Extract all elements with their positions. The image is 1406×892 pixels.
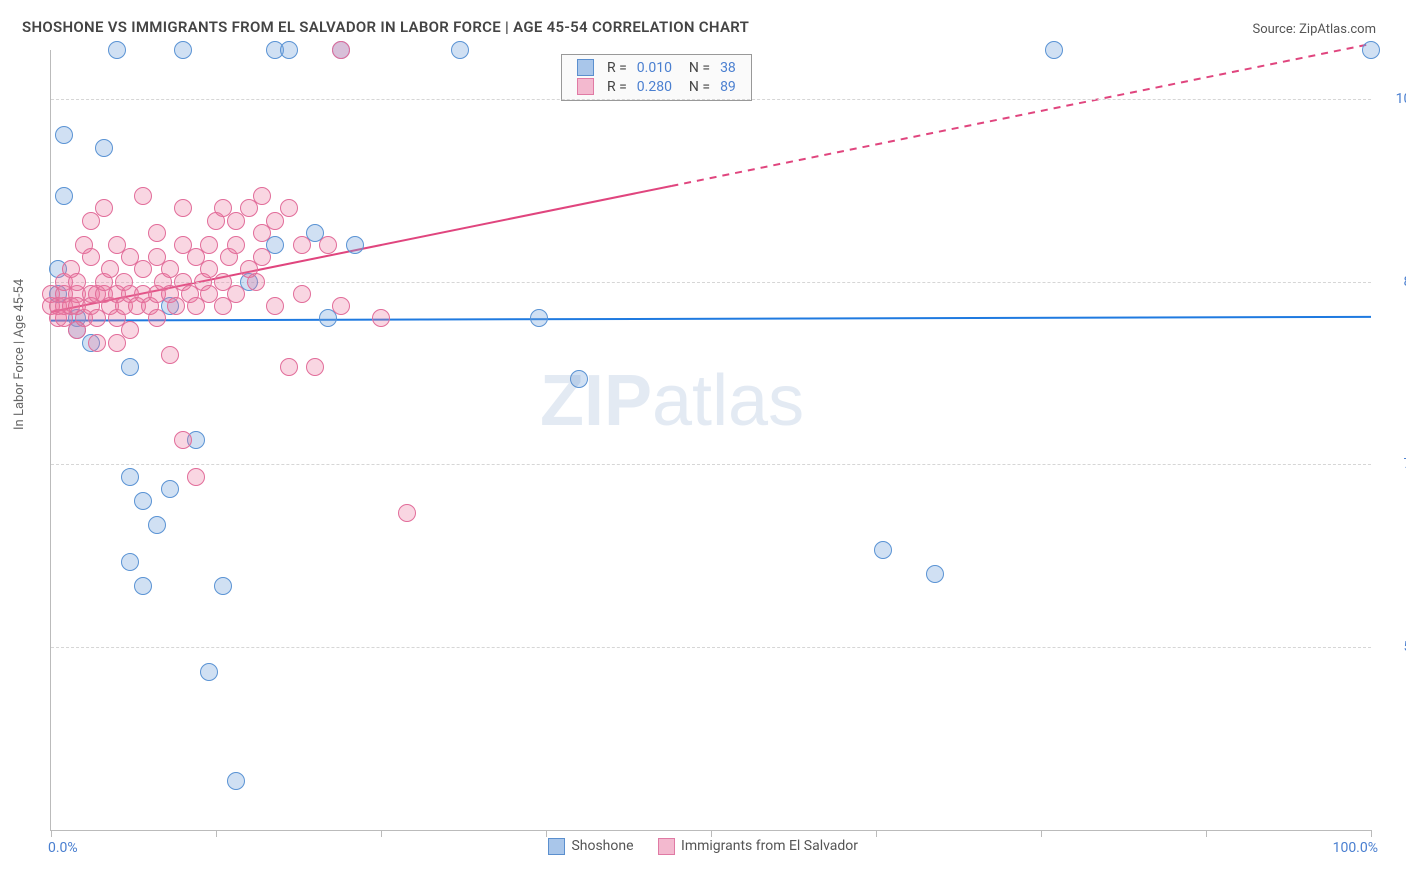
data-point <box>95 199 113 217</box>
legend-r-label: R = <box>602 58 632 77</box>
gridline <box>51 464 1371 465</box>
y-axis-label: In Labor Force | Age 45-54 <box>12 279 27 430</box>
data-point <box>174 199 192 217</box>
legend-swatch <box>658 838 675 855</box>
source-credit: Source: ZipAtlas.com <box>1252 22 1376 37</box>
gridline <box>51 99 1371 100</box>
data-point <box>82 248 100 266</box>
data-point <box>306 358 324 376</box>
x-tick-mark <box>381 830 382 837</box>
data-point <box>148 309 166 327</box>
data-point <box>134 577 152 595</box>
data-point <box>55 126 73 144</box>
data-point <box>280 41 298 59</box>
data-point <box>293 285 311 303</box>
data-point <box>161 346 179 364</box>
legend-label: Shoshone <box>571 838 633 854</box>
data-point <box>227 236 245 254</box>
legend-r-value: 0.280 <box>632 77 677 96</box>
trend-line <box>51 317 1371 321</box>
series-legend: Shoshone Immigrants from El Salvador <box>0 838 1406 855</box>
legend-label: Immigrants from El Salvador <box>681 838 858 854</box>
legend-n-label: N = <box>677 77 715 96</box>
legend-item: Immigrants from El Salvador <box>658 838 859 854</box>
data-point <box>346 236 364 254</box>
data-point <box>398 504 416 522</box>
x-tick-mark <box>51 830 52 837</box>
data-point <box>530 309 548 327</box>
data-point <box>253 248 271 266</box>
trend-lines-layer <box>51 50 1371 830</box>
data-point <box>293 236 311 254</box>
legend-swatch <box>577 59 594 76</box>
x-tick-mark <box>546 830 547 837</box>
y-tick-label: 100.0% <box>1381 91 1406 107</box>
data-point <box>200 236 218 254</box>
x-tick-mark <box>1371 830 1372 837</box>
data-point <box>161 480 179 498</box>
data-point <box>88 334 106 352</box>
y-tick-label: 55.0% <box>1381 639 1406 655</box>
data-point <box>121 358 139 376</box>
gridline <box>51 647 1371 648</box>
legend-n-value: 38 <box>715 58 741 77</box>
data-point <box>926 565 944 583</box>
data-point <box>253 187 271 205</box>
data-point <box>266 297 284 315</box>
legend-swatch <box>548 838 565 855</box>
data-point <box>319 236 337 254</box>
data-point <box>121 468 139 486</box>
y-tick-label: 70.0% <box>1381 456 1406 472</box>
data-point <box>174 431 192 449</box>
data-point <box>280 358 298 376</box>
data-point <box>134 187 152 205</box>
source-label: Source: <box>1252 22 1299 37</box>
data-point <box>1362 41 1380 59</box>
data-point <box>247 273 265 291</box>
data-point <box>121 321 139 339</box>
source-link[interactable]: ZipAtlas.com <box>1299 22 1376 37</box>
legend-n-value: 89 <box>715 77 741 96</box>
x-tick-mark <box>711 830 712 837</box>
data-point <box>1045 41 1063 59</box>
legend-item: Shoshone <box>548 838 634 854</box>
legend-n-label: N = <box>677 58 715 77</box>
data-point <box>121 553 139 571</box>
data-point <box>372 309 390 327</box>
trend-line-dashed <box>671 44 1371 186</box>
x-tick-mark <box>876 830 877 837</box>
data-point <box>55 187 73 205</box>
legend-row: R =0.280 N =89 <box>572 77 741 96</box>
data-point <box>570 370 588 388</box>
data-point <box>148 224 166 242</box>
correlation-legend: R =0.010 N =38R =0.280 N =89 <box>561 54 752 101</box>
data-point <box>451 41 469 59</box>
data-point <box>214 577 232 595</box>
data-point <box>95 139 113 157</box>
data-point <box>108 41 126 59</box>
chart-title: SHOSHONE VS IMMIGRANTS FROM EL SALVADOR … <box>22 18 749 36</box>
scatter-plot-area: R =0.010 N =38R =0.280 N =89 55.0%70.0%8… <box>50 50 1371 831</box>
x-tick-mark <box>1041 830 1042 837</box>
data-point <box>134 492 152 510</box>
legend-row: R =0.010 N =38 <box>572 58 741 77</box>
data-point <box>874 541 892 559</box>
data-point <box>174 41 192 59</box>
legend-r-label: R = <box>602 77 632 96</box>
data-point <box>187 468 205 486</box>
data-point <box>227 285 245 303</box>
x-tick-mark <box>1206 830 1207 837</box>
data-point <box>280 199 298 217</box>
legend-swatch <box>577 78 594 95</box>
x-tick-mark <box>216 830 217 837</box>
data-point <box>148 516 166 534</box>
data-point <box>200 663 218 681</box>
legend-r-value: 0.010 <box>632 58 677 77</box>
data-point <box>227 772 245 790</box>
data-point <box>332 297 350 315</box>
y-tick-label: 85.0% <box>1381 274 1406 290</box>
data-point <box>332 41 350 59</box>
